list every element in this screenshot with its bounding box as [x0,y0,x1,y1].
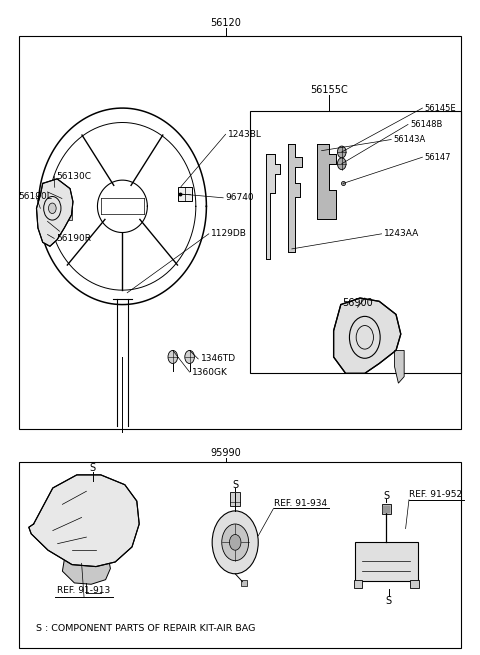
Text: 56148B: 56148B [410,120,443,129]
Circle shape [229,534,241,550]
Circle shape [168,350,178,364]
Text: S: S [232,479,238,490]
Circle shape [222,524,249,561]
Text: 56130C: 56130C [57,172,92,181]
Text: 56900: 56900 [342,297,373,308]
Polygon shape [62,547,110,584]
Bar [178,187,192,201]
Bar [354,580,362,588]
Bar [382,504,391,514]
Text: 56120: 56120 [210,18,241,28]
Text: REF. 91-952: REF. 91-952 [409,490,462,499]
Text: REF. 91-934: REF. 91-934 [274,498,327,508]
Bar [250,111,461,373]
Text: 56145E: 56145E [425,103,456,113]
Text: 1346TD: 1346TD [201,354,236,364]
Bar [68,210,72,220]
Bar [355,542,418,581]
Polygon shape [29,475,139,567]
Text: S: S [384,491,389,501]
Text: REF. 91-913: REF. 91-913 [58,586,110,595]
Text: 56143A: 56143A [394,135,426,144]
Text: S : COMPONENT PARTS OF REPAIR KIT-AIR BAG: S : COMPONENT PARTS OF REPAIR KIT-AIR BA… [36,624,255,633]
Polygon shape [36,179,73,246]
Circle shape [48,203,56,214]
Bar [19,36,461,429]
Polygon shape [266,154,280,259]
Text: S: S [90,462,96,473]
Bar [230,492,240,506]
Polygon shape [288,144,302,252]
Bar [241,580,247,586]
Text: 1243BL: 1243BL [228,130,262,139]
Circle shape [337,146,346,158]
Circle shape [185,350,194,364]
Text: 56190L: 56190L [18,192,52,201]
Polygon shape [395,350,404,383]
Circle shape [212,511,258,574]
Text: 96740: 96740 [226,193,254,202]
Text: S: S [386,595,392,606]
Polygon shape [334,298,401,373]
Circle shape [337,158,346,170]
Bar [410,580,419,588]
Text: 56147: 56147 [425,153,451,162]
Bar [19,462,461,648]
Text: 1129DB: 1129DB [211,229,247,238]
Text: 95990: 95990 [210,448,241,458]
Text: 1243AA: 1243AA [384,229,419,238]
Text: 56190R: 56190R [57,234,92,243]
Text: 1360GK: 1360GK [192,367,228,377]
Text: 56155C: 56155C [310,85,348,96]
Polygon shape [317,144,336,219]
